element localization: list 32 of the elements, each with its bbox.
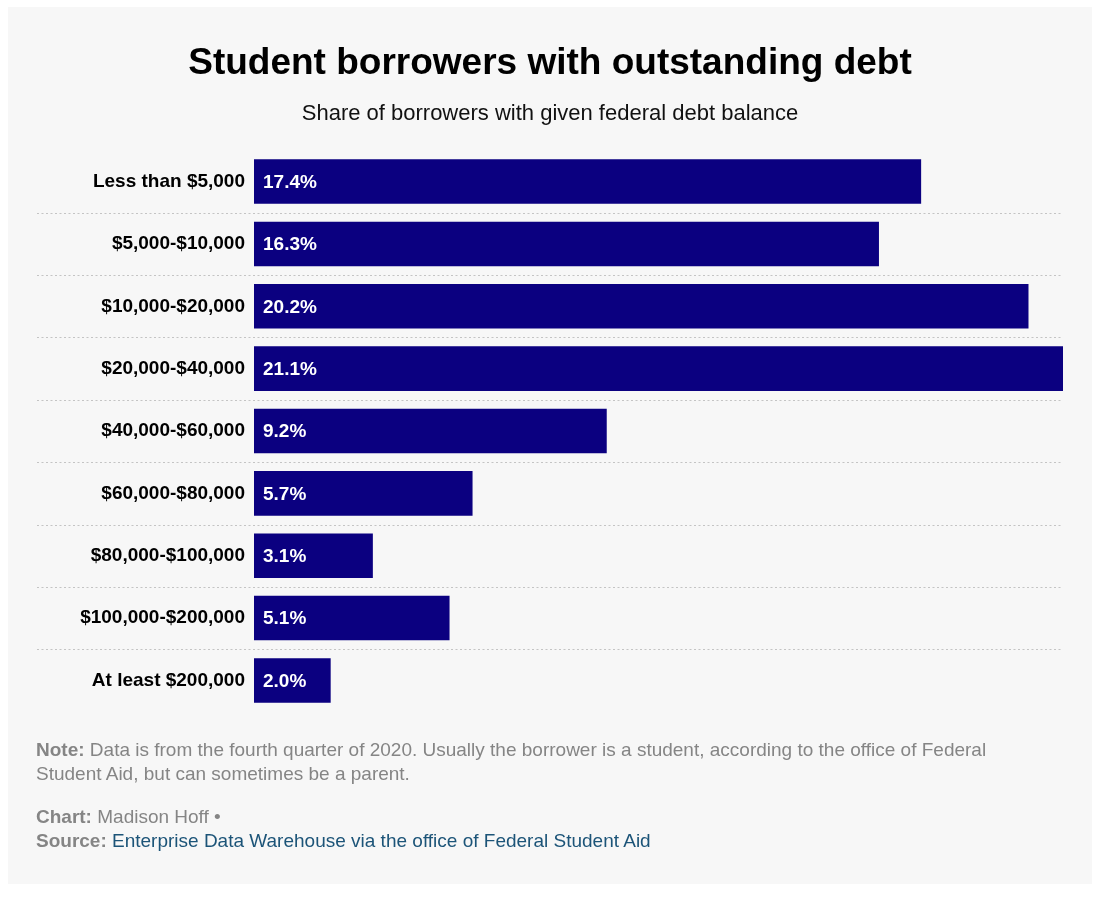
bar bbox=[254, 471, 473, 516]
y-tick-label: At least $200,000 bbox=[91, 668, 245, 690]
bar bbox=[254, 408, 607, 454]
data-label: 5.1% bbox=[263, 607, 307, 629]
chart-title: Student borrowers with outstanding debt bbox=[187, 41, 913, 83]
y-tick-label: $10,000-$20,000 bbox=[101, 294, 245, 316]
bar bbox=[254, 159, 922, 204]
bar bbox=[254, 284, 1029, 329]
y-tick-label: $20,000-$40,000 bbox=[101, 356, 245, 378]
text: Note: Data is from the fourth quarter of 2020. Usually the borrower is a student, according to the office of Federal Student Aid, but can sometimes be a parent. bbox=[36, 739, 987, 784]
bar bbox=[254, 221, 879, 267]
data-label: 20.2% bbox=[263, 295, 317, 317]
data-label: 5.7% bbox=[263, 482, 307, 504]
chart-subtitle: Share of borrowers with given federal debt balance bbox=[300, 100, 800, 126]
data-label: 2.0% bbox=[263, 669, 307, 691]
y-tick-label: Less than $5,000 bbox=[92, 169, 245, 191]
y-tick-label: $100,000-$200,000 bbox=[80, 606, 245, 628]
bar bbox=[254, 346, 1063, 391]
y-tick-label: $5,000-$10,000 bbox=[111, 232, 245, 254]
source-note: Source: Enterprise Data Warehouse via the office of Federal Student Aid bbox=[36, 830, 651, 851]
y-tick-label: $80,000-$100,000 bbox=[90, 543, 245, 565]
bar bbox=[254, 658, 331, 703]
data-label: 3.1% bbox=[263, 544, 307, 566]
text: Chart: Madison Hoff • bbox=[36, 806, 221, 827]
data-label: 17.4% bbox=[263, 170, 317, 192]
y-tick-label: $60,000-$80,000 bbox=[101, 481, 245, 503]
data-label: 21.1% bbox=[263, 357, 317, 379]
bar bbox=[254, 533, 373, 578]
data-label: 16.3% bbox=[263, 233, 317, 255]
data-label: 9.2% bbox=[263, 420, 307, 442]
bar bbox=[254, 595, 450, 641]
y-tick-label: $40,000-$60,000 bbox=[101, 419, 245, 441]
